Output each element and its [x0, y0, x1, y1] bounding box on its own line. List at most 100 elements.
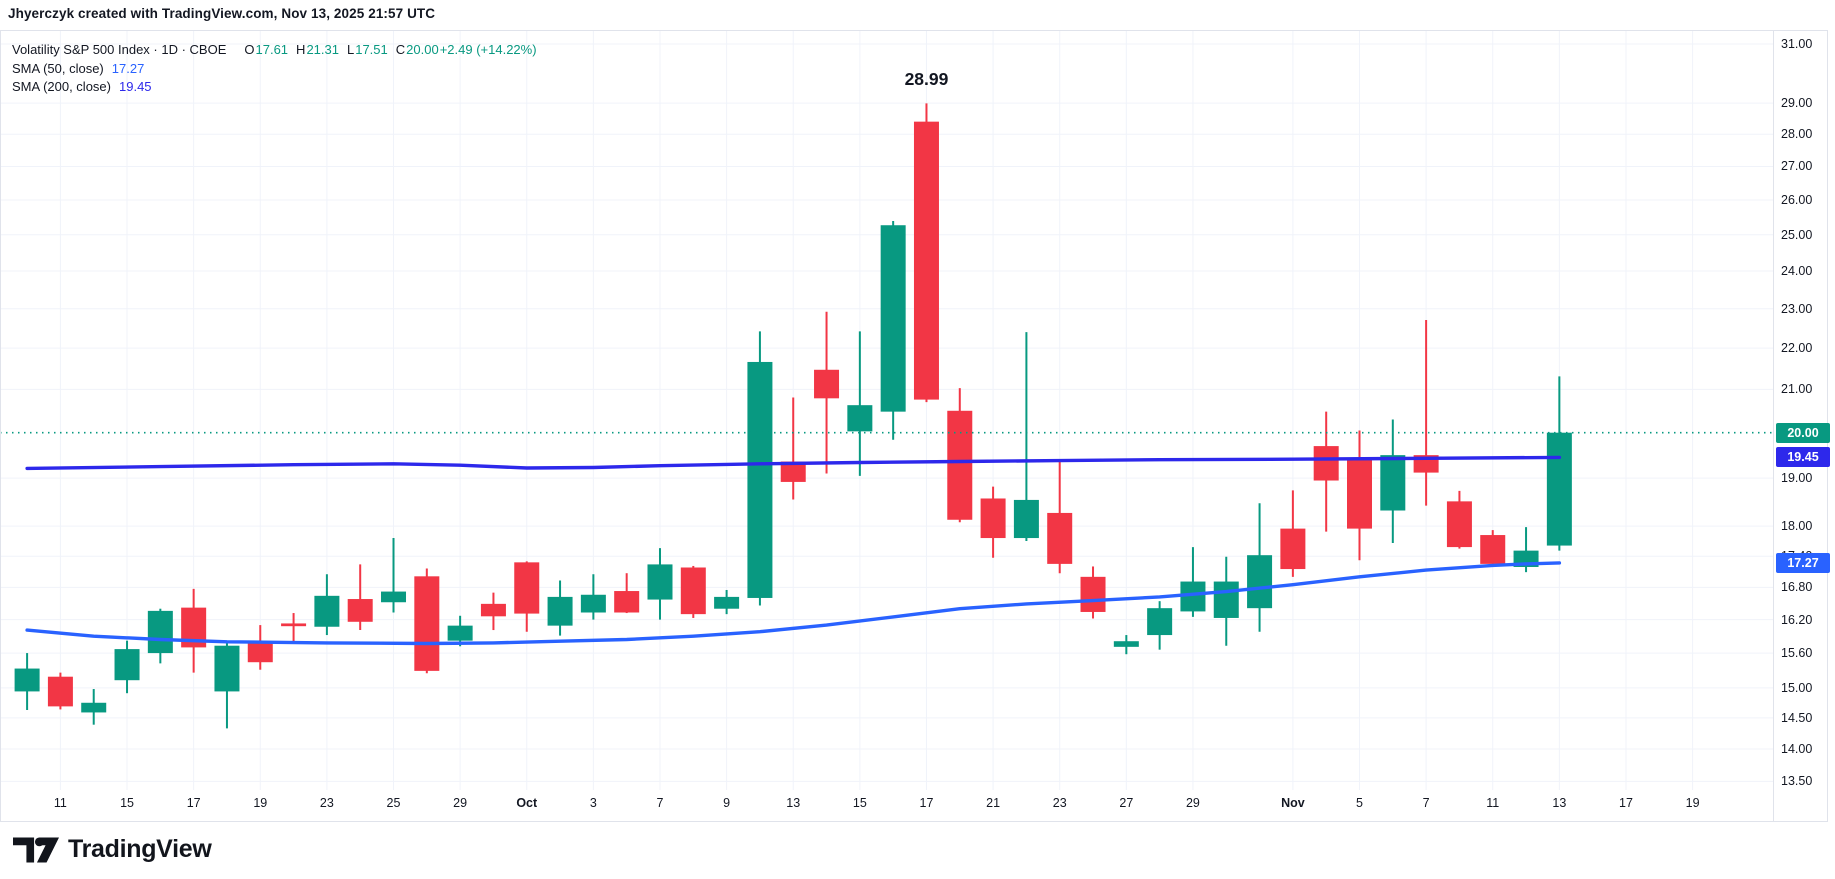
time-tick-11: 11 [53, 796, 67, 810]
candle-body-oct-9 [714, 596, 740, 609]
candle-body-nov-13 [1546, 432, 1572, 546]
candle-body-oct-21 [980, 498, 1006, 539]
legend-symbol-row[interactable]: Volatility S&P 500 Index · 1D · CBOE O17.… [12, 41, 537, 60]
legend-sma200-row[interactable]: SMA (200, close) 19.45 [12, 78, 537, 97]
time-tick-29: 29 [453, 796, 468, 810]
price-tick-16.80: 16.80 [1781, 580, 1813, 595]
candle-body-sep-22 [281, 623, 307, 627]
symbol-title: Volatility S&P 500 Index · 1D · CBOE [12, 42, 227, 57]
time-tick-25: 25 [386, 796, 401, 810]
candle-body-nov-4 [1313, 446, 1339, 481]
low-value: 17.51 [355, 42, 388, 57]
close-value: 20.00 [406, 42, 439, 57]
time-tick-19: 19 [1685, 796, 1700, 810]
sma50-label: SMA (50, close) [12, 60, 104, 76]
candle-body-oct-20 [947, 410, 973, 520]
price-tick-15.00: 15.00 [1781, 680, 1813, 695]
open-value: 17.61 [255, 42, 289, 57]
time-tick-9: 9 [723, 796, 731, 810]
time-tick-3: 3 [589, 796, 597, 810]
price-tick-13.50: 13.50 [1781, 774, 1813, 789]
price-tick-25.00: 25.00 [1781, 227, 1813, 242]
price-tick-28.00: 28.00 [1781, 127, 1813, 142]
close-label: C [395, 42, 406, 57]
candle-body-nov-10 [1446, 501, 1472, 548]
time-tick-5: 5 [1356, 796, 1363, 810]
high-label: H [296, 42, 306, 57]
candle-body-oct-30 [1213, 581, 1239, 618]
time-tick-7: 7 [656, 796, 664, 810]
candle-body-oct-27 [1113, 641, 1139, 647]
price-tick-29.00: 29.00 [1781, 96, 1813, 111]
time-tick-17: 17 [919, 796, 934, 810]
time-tick-13: 13 [1552, 796, 1567, 810]
time-tick-27: 27 [1119, 796, 1134, 810]
time-tick-19: 19 [253, 796, 268, 810]
candle-body-oct-31 [1247, 555, 1273, 609]
candle-body-oct-24 [1080, 576, 1106, 612]
candle-body-oct-1 [514, 562, 540, 614]
price-tick-15.60: 15.60 [1781, 646, 1813, 661]
time-tick-11: 11 [1486, 796, 1500, 810]
candle-body-sep-26 [414, 576, 440, 671]
candle-body-sep-19 [247, 643, 273, 663]
tradingview-logo-text: TradingView [68, 835, 212, 863]
candle-body-sep-16 [147, 610, 173, 654]
price-tick-14.00: 14.00 [1781, 742, 1813, 757]
price-tick-23.00: 23.00 [1781, 301, 1813, 316]
candle-body-oct-2 [547, 596, 573, 626]
price-tick-27.00: 27.00 [1781, 159, 1813, 174]
candle-body-sep-11 [47, 676, 73, 707]
candle-body-sep-12 [81, 702, 107, 713]
candle-body-sep-24 [347, 599, 373, 622]
price-tick-24.00: 24.00 [1781, 263, 1813, 278]
high-price-annotation: 28.99 [904, 69, 949, 90]
candle-body-sep-15 [114, 649, 140, 681]
candle-body-oct-28 [1147, 608, 1173, 636]
sma200-value: 19.45 [119, 79, 152, 94]
sma50-line [25, 561, 1562, 646]
candle-body-sep-30 [480, 603, 506, 617]
time-tick-7: 7 [1422, 796, 1430, 810]
candle-body-oct-10 [747, 361, 773, 598]
price-tick-26.00: 26.00 [1781, 192, 1813, 207]
candle-body-oct-23 [1047, 512, 1073, 564]
tradingview-logo-icon [13, 836, 59, 862]
attribution-text: Jhyerczyk created with TradingView.com, … [8, 6, 436, 21]
candle-body-oct-8 [680, 567, 706, 615]
change-value: +2.49 (+14.22%) [439, 42, 537, 57]
price-tick-14.50: 14.50 [1781, 710, 1813, 725]
time-tick-17: 17 [1619, 796, 1633, 810]
time-tick-17: 17 [186, 796, 201, 810]
open-label: O [244, 42, 255, 57]
low-label: L [346, 42, 355, 57]
time-tick-13: 13 [786, 796, 801, 810]
legend-sma50-row[interactable]: SMA (50, close) 17.27 [12, 60, 537, 79]
sma200-label: SMA (200, close) [12, 79, 111, 94]
candle-body-oct-7 [647, 564, 673, 600]
candle-body-nov-5 [1347, 459, 1372, 529]
price-tick-21.00: 21.00 [1781, 382, 1813, 397]
price-tick-22.00: 22.00 [1781, 341, 1813, 356]
sma200-line [25, 455, 1562, 471]
price-badge-20.00: 20.00 [1776, 422, 1830, 443]
price-tick-19.00: 19.00 [1781, 471, 1813, 486]
candle-body-nov-6 [1380, 455, 1406, 511]
candle-body-oct-22 [1013, 499, 1039, 539]
candle-body-nov-3 [1280, 528, 1306, 570]
price-badge-17.27: 17.27 [1776, 552, 1830, 573]
price-tick-16.20: 16.20 [1781, 612, 1813, 627]
candle-body-nov-11 [1480, 535, 1506, 564]
time-tick-23: 23 [319, 796, 334, 810]
candle-body-sep-23 [314, 595, 340, 627]
candle-body-oct-13 [780, 461, 806, 482]
tradingview-logo[interactable]: TradingView [13, 835, 212, 864]
price-tick-31.00: 31.00 [1781, 36, 1813, 51]
candle-body-oct-3 [580, 594, 606, 613]
candle-body-sep-10 [14, 668, 40, 692]
candle-body-sep-29 [447, 625, 473, 641]
time-tick-15: 15 [852, 796, 867, 810]
time-tick-21: 21 [986, 796, 1001, 810]
